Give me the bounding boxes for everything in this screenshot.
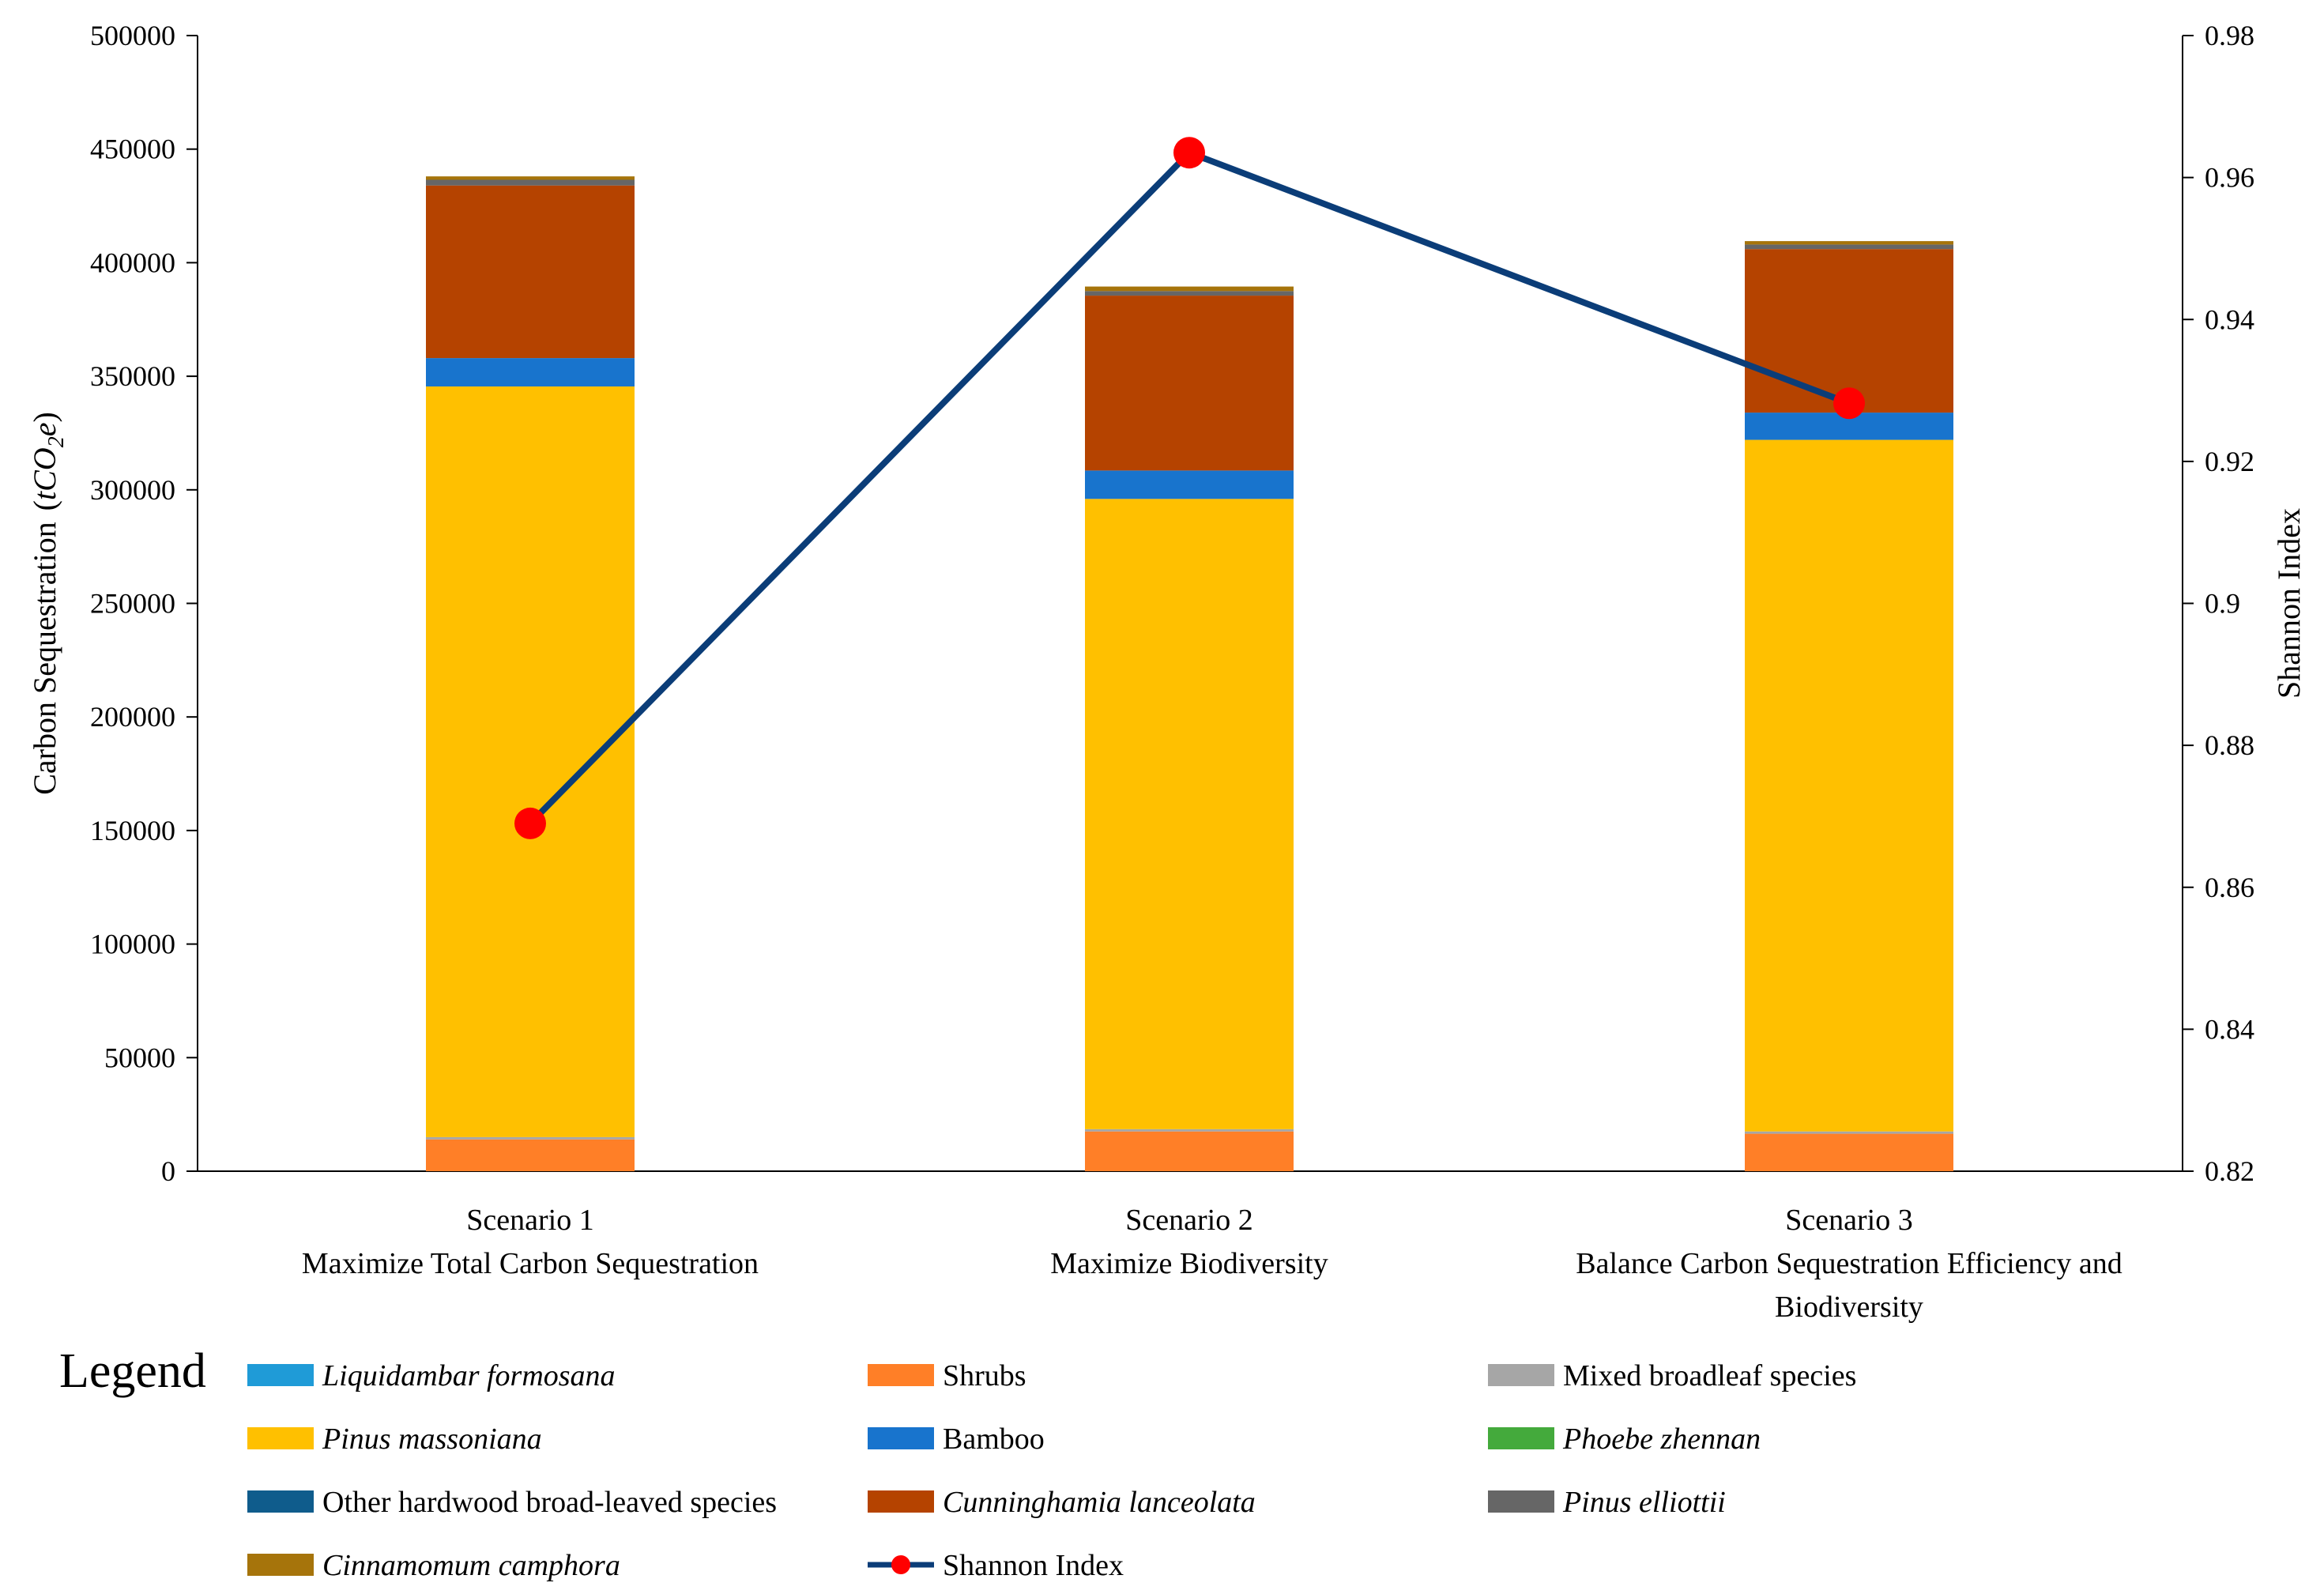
bar-segment-pinus-elliottii: [1085, 291, 1294, 296]
y-tick-label: 450000: [90, 134, 175, 165]
bar-segment-pinus-massoniana: [426, 386, 635, 1137]
y2-tick-label: 0.88: [2205, 729, 2254, 761]
category-label-goal: Maximize Total Carbon Sequestration: [302, 1247, 759, 1280]
bar-segment-pinus-elliottii: [1745, 244, 1953, 250]
y-axis-title: Carbon Sequestration (tCO2e): [27, 412, 69, 795]
legend-swatch: [247, 1554, 314, 1576]
legend-label: Cunninghamia lanceolata: [943, 1486, 1256, 1519]
legend-label: Bamboo: [943, 1423, 1045, 1456]
bar-segment-cunninghamia-lanceolata: [426, 185, 635, 359]
bar-segment-bamboo: [426, 358, 635, 387]
bar-segment-pinus-massoniana: [1085, 499, 1294, 1129]
bar-segment-pinus-massoniana: [1745, 439, 1953, 1132]
y-tick-label: 400000: [90, 247, 175, 278]
y2-tick-label: 0.98: [2205, 20, 2254, 51]
bar-segment-shrubs: [426, 1139, 635, 1171]
y-tick-label: 350000: [90, 360, 175, 392]
y2-tick-label: 0.92: [2205, 446, 2254, 477]
legend-swatch: [868, 1490, 934, 1513]
labels: 0 50000 100000 150000 200000 250000 300000 3500…: [27, 20, 2307, 1324]
y2-tick-label: 0.96: [2205, 162, 2254, 194]
y-axis-unit-subscript: 2: [44, 436, 69, 447]
legend-swatch-marker: [891, 1555, 910, 1574]
legend-title: Legend: [59, 1344, 206, 1398]
legend-label: Liquidambar formosana: [322, 1359, 616, 1392]
y2-tick-label: 0.84: [2205, 1013, 2254, 1045]
y-axis-title-paren: (: [27, 500, 62, 511]
y-axis-title-paren: ): [27, 412, 62, 422]
category-label-scenario: Scenario 3: [1785, 1204, 1912, 1237]
y-tick-label: 50000: [104, 1042, 175, 1073]
bar-segment-pinus-elliottii: [426, 179, 635, 186]
legend-swatch: [868, 1427, 934, 1449]
legend-label: Mixed broadleaf species: [1563, 1359, 1856, 1392]
shannon-index-point: [514, 807, 546, 839]
legend-label: Cinnamomum camphora: [322, 1549, 620, 1582]
legend-label: Phoebe zhennan: [1562, 1423, 1761, 1456]
bar-segment-mixed-broadleaf-species: [1745, 1131, 1953, 1134]
shannon-index-point: [1833, 387, 1865, 420]
legend-label: Pinus elliottii: [1562, 1486, 1726, 1519]
legend-label: Pinus massoniana: [322, 1423, 542, 1456]
legend-swatch: [247, 1364, 314, 1386]
category-label-scenario: Scenario 1: [466, 1204, 593, 1237]
y-axis-unit-part: tCO: [27, 447, 62, 500]
bars: [426, 176, 1953, 1171]
legend-swatch: [1488, 1490, 1554, 1513]
category-label-goal: Maximize Biodiversity: [1050, 1247, 1328, 1280]
legend-swatch: [247, 1490, 314, 1513]
legend-swatch: [868, 1364, 934, 1386]
y-tick-label: 100000: [90, 929, 175, 960]
bar-segment-shrubs: [1085, 1131, 1294, 1171]
legend-swatch: [1488, 1427, 1554, 1449]
y-tick-label: 150000: [90, 815, 175, 846]
y-tick-label: 0: [161, 1155, 175, 1187]
bar-segment-cinnamomum-camphora: [1085, 286, 1294, 292]
legend-swatch: [1488, 1364, 1554, 1386]
y2-tick-label: 0.82: [2205, 1155, 2254, 1187]
bar-segment-shrubs: [1745, 1133, 1953, 1171]
y2-axis-title: Shannon Index: [2271, 508, 2307, 699]
y-tick-label: 300000: [90, 474, 175, 506]
bar-segment-cunninghamia-lanceolata: [1085, 296, 1294, 471]
bar-segment-cinnamomum-camphora: [426, 176, 635, 180]
bar-segment-cinnamomum-camphora: [1745, 241, 1953, 245]
shannon-index-point: [1173, 137, 1205, 169]
category-label-goal-cont: Biodiversity: [1775, 1291, 1923, 1324]
bar-segment-cunninghamia-lanceolata: [1745, 249, 1953, 413]
y-tick-label: 250000: [90, 588, 175, 620]
y-tick-label: 200000: [90, 701, 175, 733]
category-label-scenario: Scenario 2: [1125, 1204, 1252, 1237]
y2-tick-label: 0.9: [2205, 588, 2240, 620]
y-axis-unit-part: e: [27, 423, 62, 437]
category-label-goal: Balance Carbon Sequestration Efficiency …: [1576, 1247, 2122, 1280]
shannon-line: [514, 137, 1865, 839]
bar-segment-mixed-broadleaf-species: [426, 1136, 635, 1140]
legend-swatch: [247, 1427, 314, 1449]
bar-segment-bamboo: [1085, 470, 1294, 499]
legend-label: Shannon Index: [943, 1549, 1124, 1582]
y-tick-label: 500000: [90, 20, 175, 51]
legend-label: Shrubs: [943, 1359, 1026, 1392]
bar-segment-mixed-broadleaf-species: [1085, 1129, 1294, 1132]
legend: Legend Liquidambar formosana Shrubs Mixed b…: [59, 1344, 1856, 1582]
y2-tick-label: 0.94: [2205, 303, 2254, 335]
y-axis-title-text: Carbon Sequestration: [27, 522, 62, 795]
y2-tick-label: 0.86: [2205, 872, 2254, 903]
legend-label: Other hardwood broad-leaved species: [322, 1486, 777, 1519]
